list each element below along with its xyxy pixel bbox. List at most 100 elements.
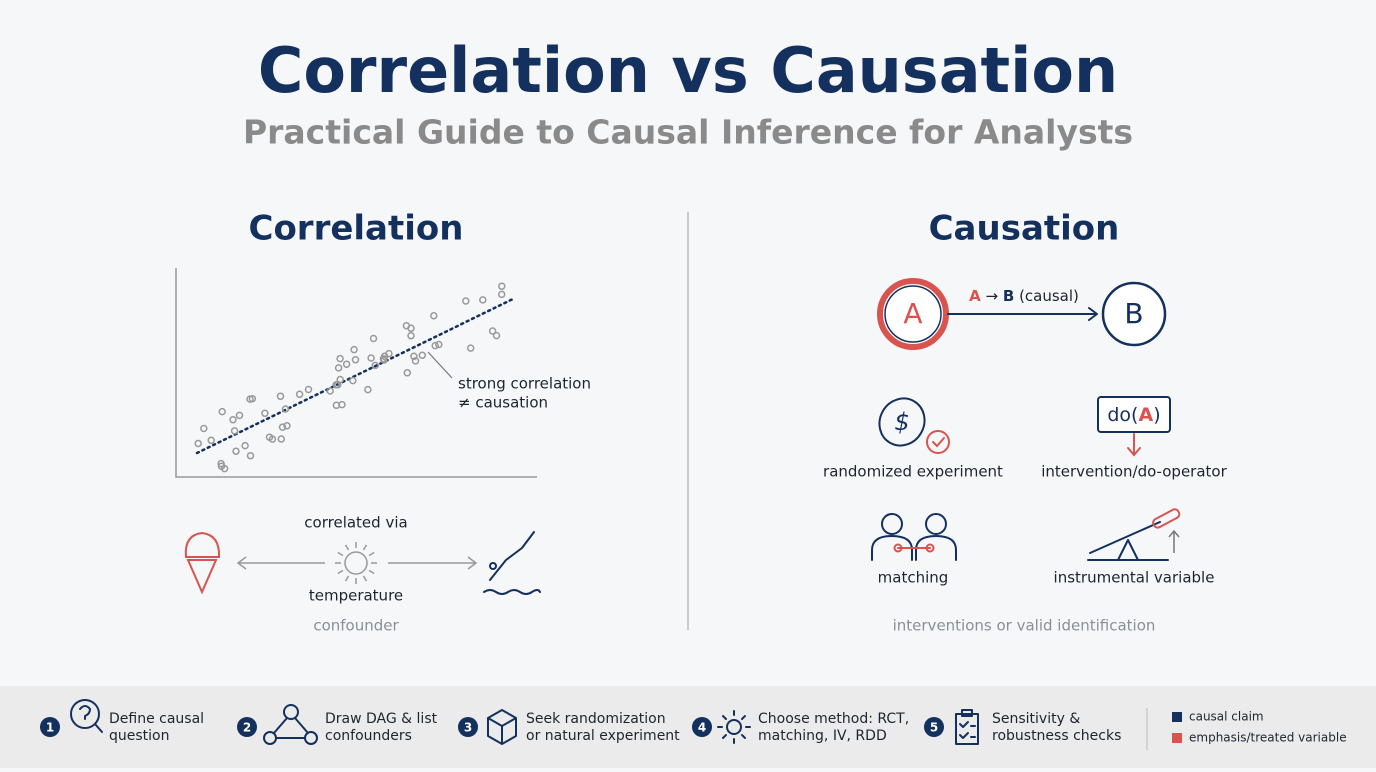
scatter-dot — [246, 451, 255, 460]
legend-label: emphasis/treated variable — [1189, 731, 1347, 745]
confounder-caption: confounder — [313, 617, 399, 635]
section-heading: Correlation — [249, 209, 464, 249]
scatter-dot — [349, 376, 357, 385]
scatter-dot — [277, 435, 286, 443]
step-text: confounders — [325, 728, 412, 744]
step-text: robustness checks — [992, 728, 1121, 744]
scatter-dot — [411, 357, 420, 365]
node-label: A — [903, 297, 922, 330]
scatter-dot — [326, 387, 334, 395]
step-text: Seek randomization — [526, 711, 666, 727]
do-open: do( — [1107, 404, 1138, 426]
scatter-dot — [200, 424, 208, 433]
footer-band — [0, 686, 1376, 768]
scatter-dot — [295, 390, 304, 399]
do-arrow — [1127, 433, 1141, 457]
sun-ray — [344, 575, 350, 582]
step-text: Choose method: RCT, — [758, 711, 909, 727]
scatter-dot — [410, 352, 418, 361]
step-number: 1 — [46, 721, 54, 735]
legend-label: causal claim — [1189, 710, 1264, 724]
step-icon — [263, 704, 318, 745]
scatter-dot — [232, 447, 240, 455]
sun-ray — [362, 544, 368, 551]
step-number: 2 — [243, 721, 251, 735]
edge-label: A → B (causal) — [969, 287, 1079, 305]
scatter-dot — [435, 340, 443, 349]
title: Correlation vs Causation — [258, 34, 1118, 107]
step-text: Define causal — [109, 711, 204, 727]
sun-ray — [362, 575, 368, 582]
scatter-dot — [265, 433, 274, 441]
scatter-dot — [278, 423, 287, 431]
scatter-dot — [342, 360, 351, 368]
sun-ray — [368, 551, 375, 557]
scatter-dot — [497, 290, 506, 299]
scatter-dot — [336, 375, 344, 384]
scatter-dot — [371, 361, 380, 370]
scatter-dot — [350, 345, 358, 354]
trend-line — [195, 296, 517, 455]
step-number: 4 — [698, 721, 706, 735]
scatter-dot — [235, 411, 244, 420]
svg-text:$: $ — [894, 408, 909, 436]
scatter-dot — [276, 392, 285, 401]
scatter-dot — [407, 324, 415, 333]
legend-swatch — [1172, 712, 1182, 722]
do-variable: A — [1138, 404, 1153, 426]
scatter-dot — [246, 395, 254, 403]
step-badge — [692, 717, 712, 737]
scatter-dot — [332, 381, 340, 389]
step-badge — [40, 717, 60, 737]
scatter-dot — [230, 427, 239, 435]
scatter-dot — [364, 385, 372, 394]
step-text: or natural experiment — [526, 728, 680, 744]
legend: causal claim emphasis/treated variable — [1172, 710, 1347, 745]
node-label: B — [1124, 297, 1143, 330]
confounder-top: correlated via — [304, 514, 407, 532]
sun-ray — [368, 569, 375, 575]
seesaw-icon — [1087, 508, 1181, 561]
scatter-dot — [479, 296, 487, 304]
step-badge — [237, 717, 257, 737]
method-label: matching — [878, 569, 949, 587]
step-number: 3 — [464, 721, 472, 735]
annotation: ≠ causation — [458, 394, 548, 412]
step-badge — [924, 717, 944, 737]
edge-from: A — [969, 287, 981, 305]
scatter-dot — [385, 349, 393, 358]
method-label: randomized experiment — [823, 463, 1003, 481]
step-icon — [70, 699, 103, 733]
section-heading: Causation — [929, 209, 1120, 249]
sun-ray — [337, 551, 344, 557]
scatter-dot — [207, 436, 215, 445]
ice-cream-icon — [184, 531, 221, 595]
scatter-dot — [229, 415, 237, 424]
scatter-dot — [369, 334, 378, 343]
step-icon — [717, 710, 751, 744]
scatter-dot — [418, 351, 427, 360]
subtitle: Practical Guide to Causal Inference for … — [243, 113, 1133, 152]
scatter-dot — [220, 464, 229, 473]
step-text: Sensitivity & — [992, 711, 1080, 727]
node — [884, 285, 942, 343]
edge-to: B — [1003, 287, 1014, 305]
scatter-dot — [403, 369, 412, 377]
swimmer-icon — [483, 531, 541, 595]
scatter-dot — [492, 331, 501, 340]
scatter-dot — [283, 422, 291, 430]
scatter-dot — [430, 311, 438, 320]
scatter-dot — [466, 344, 475, 352]
scatter-dot — [281, 405, 290, 413]
edge — [947, 307, 1098, 321]
step-icon — [955, 709, 979, 745]
scatter-dot — [338, 400, 346, 409]
node — [1101, 281, 1167, 347]
step-text: question — [109, 728, 169, 744]
coin-icon: $ — [878, 397, 950, 454]
scatter-dot — [498, 282, 506, 290]
axes — [175, 268, 537, 478]
do-close: ) — [1153, 404, 1160, 426]
scatter-dot — [304, 385, 313, 394]
